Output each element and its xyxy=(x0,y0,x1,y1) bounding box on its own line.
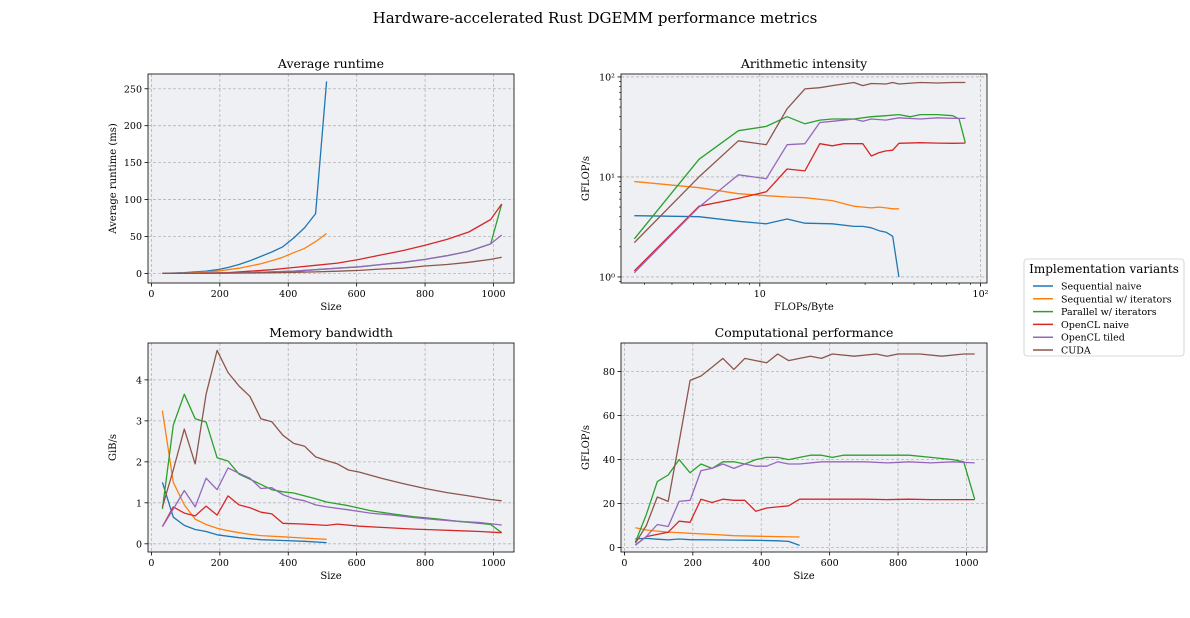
x-tick-label: 800 xyxy=(416,558,434,569)
series-line-cuda xyxy=(161,349,502,508)
series-line-sequential-w-iterators xyxy=(634,180,899,210)
plot-area xyxy=(621,343,987,552)
series-line-sequential-naive xyxy=(161,482,327,544)
y-tick-label: 0 xyxy=(609,543,615,554)
x-tick-label: 0 xyxy=(148,289,154,300)
x-tick-label: 10² xyxy=(973,289,989,300)
legend-label-parallel-w-iterators: Parallel w/ iterators xyxy=(1061,307,1157,318)
y-tick-label: 50 xyxy=(130,232,142,243)
legend-label-opencl-tiled: OpenCL tiled xyxy=(1061,333,1125,344)
x-axis-label: FLOPs/Byte xyxy=(774,302,834,313)
series-line-sequential-naive xyxy=(635,537,800,547)
y-tick-label: 100 xyxy=(124,195,142,206)
x-tick-label: 600 xyxy=(348,289,366,300)
y-axis-label: GFLOP/s xyxy=(581,425,592,470)
legend-label-sequential-w-iterators: Sequential w/ iterators xyxy=(1061,294,1172,305)
y-tick-label: 3 xyxy=(136,416,142,427)
y-tick-label: 250 xyxy=(124,84,142,95)
y-axis-label: GiB/s xyxy=(108,434,119,461)
x-tick-label: 600 xyxy=(348,558,366,569)
y-tick-label: 60 xyxy=(603,411,615,422)
x-tick-label: 800 xyxy=(889,558,907,569)
chart-arithmetic-intensity: 10 10² 10⁰ 10¹ 10² Arithmetic intensity FLOPs/… xyxy=(581,56,989,313)
plot-area xyxy=(148,343,514,552)
series-line-opencl-naive xyxy=(635,498,975,546)
series-line-sequential-naive xyxy=(634,215,900,278)
x-tick-label: 0 xyxy=(621,558,627,569)
series-line-opencl-naive xyxy=(161,495,502,534)
x-tick-label: 200 xyxy=(211,289,229,300)
legend-label-opencl-naive: OpenCL naive xyxy=(1061,320,1129,331)
legend: Implementation variants Sequential naiveS… xyxy=(1023,258,1185,357)
x-tick-label: 1000 xyxy=(481,558,505,569)
series-line-opencl-tiled xyxy=(161,467,502,527)
axes-frame xyxy=(620,342,988,553)
y-tick-label: 0 xyxy=(136,539,142,550)
series-line-cuda xyxy=(162,256,502,275)
x-axis-label: Size xyxy=(320,302,341,313)
chart-title: Memory bandwidth xyxy=(269,325,393,340)
y-tick-label: 4 xyxy=(136,375,142,386)
y-tick-label: 10² xyxy=(599,72,615,83)
x-tick-label: 10 xyxy=(754,289,766,300)
series-line-parallel-w-iterators xyxy=(634,454,976,543)
y-axis-label: GFLOP/s xyxy=(581,156,592,201)
x-tick-label: 400 xyxy=(752,558,770,569)
x-tick-label: 1000 xyxy=(481,289,505,300)
series-line-opencl-naive xyxy=(633,142,966,272)
axes-frame xyxy=(147,342,515,553)
chart-title: Arithmetic intensity xyxy=(740,56,868,71)
series-group xyxy=(634,353,976,547)
series-group xyxy=(162,81,503,275)
y-tick-label: 80 xyxy=(603,367,615,378)
y-tick-label: 10¹ xyxy=(599,172,615,183)
series-line-opencl-tiled xyxy=(634,461,975,546)
series-line-opencl-tiled xyxy=(633,117,966,274)
series-line-cuda xyxy=(634,353,975,544)
plot-area xyxy=(148,74,514,283)
legend-title: Implementation variants xyxy=(1029,262,1179,276)
y-tick-label: 150 xyxy=(124,158,142,169)
plot-area xyxy=(621,74,987,283)
y-tick-label: 40 xyxy=(603,455,615,466)
x-tick-label: 800 xyxy=(416,289,434,300)
axes-frame xyxy=(147,73,515,284)
figure-title: Hardware-accelerated Rust DGEMM performa… xyxy=(373,9,818,27)
legend-label-cuda: CUDA xyxy=(1061,346,1091,357)
legend-box xyxy=(1023,258,1185,357)
series-line-sequential-w-iterators xyxy=(161,410,327,540)
series-line-sequential-w-iterators xyxy=(635,527,800,538)
y-tick-label: 20 xyxy=(603,499,615,510)
y-tick-label: 2 xyxy=(136,457,142,468)
series-line-cuda xyxy=(633,81,966,244)
x-tick-label: 1000 xyxy=(954,558,978,569)
series-line-parallel-w-iterators xyxy=(161,393,503,534)
x-tick-label: 200 xyxy=(684,558,702,569)
x-axis-label: Size xyxy=(793,571,814,582)
x-tick-label: 600 xyxy=(821,558,839,569)
x-tick-label: 200 xyxy=(211,558,229,569)
y-tick-label: 0 xyxy=(136,269,142,280)
chart-average-runtime: 0 200 400 600 800 1000 0 50 100 150 200 250 Average … xyxy=(108,56,515,313)
y-tick-label: 200 xyxy=(124,121,142,132)
chart-title: Computational performance xyxy=(715,325,894,340)
y-tick-label: 1 xyxy=(136,498,142,509)
chart-computational-performance: 0 200 400 600 800 1000 0 20 40 60 80 Computational … xyxy=(581,325,988,582)
y-axis-label: Average runtime (ms) xyxy=(108,123,119,235)
axes-frame xyxy=(620,73,988,284)
chart-title: Average runtime xyxy=(277,56,384,71)
x-tick-label: 0 xyxy=(148,558,154,569)
chart-memory-bandwidth: 0 200 400 600 800 1000 0 1 2 3 4 Memory bandwidth Si… xyxy=(108,325,515,582)
x-tick-label: 400 xyxy=(279,289,297,300)
series-group xyxy=(161,349,503,544)
series-line-parallel-w-iterators xyxy=(633,113,966,240)
y-tick-label: 10⁰ xyxy=(599,272,615,283)
x-tick-label: 400 xyxy=(279,558,297,569)
x-axis-label: Size xyxy=(320,571,341,582)
legend-label-sequential-naive: Sequential naive xyxy=(1061,282,1142,293)
series-group xyxy=(633,81,966,278)
